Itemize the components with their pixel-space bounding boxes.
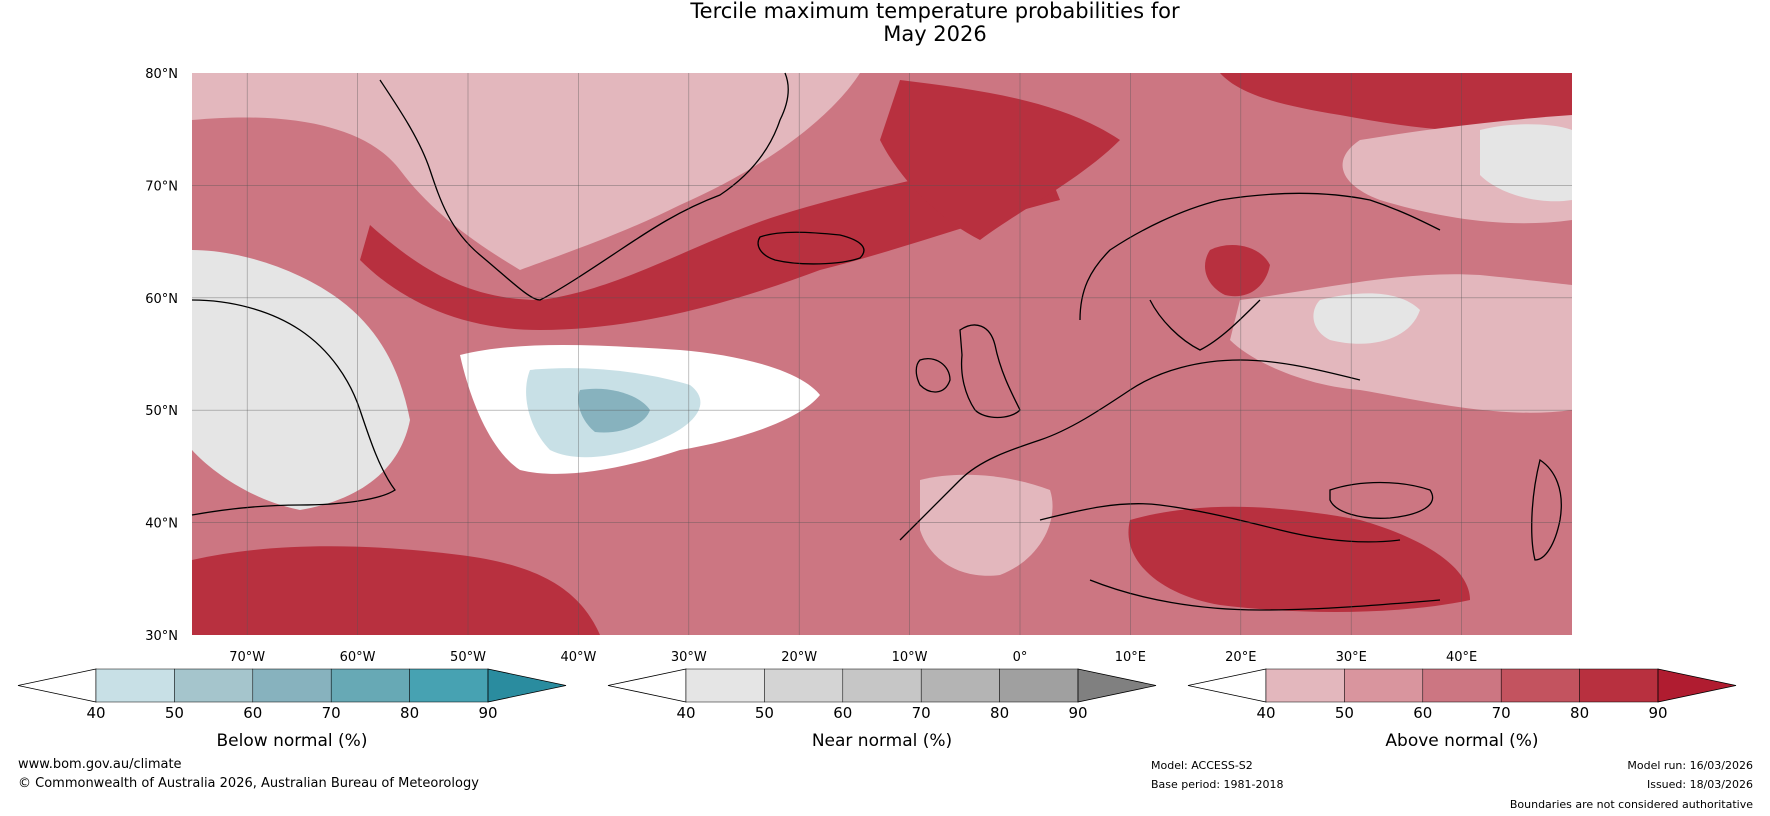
coastline-caspian <box>1531 458 1562 561</box>
lon-label: 30°W <box>671 650 707 665</box>
colorbar-segment <box>920 668 1000 703</box>
region-grey-labrador <box>192 250 410 510</box>
chart-title: Tercile maximum temperature probabilitie… <box>585 0 1285 46</box>
footer-copyright: © Commonwealth of Australia 2026, Austra… <box>18 776 479 791</box>
lon-label: 0° <box>1013 650 1028 665</box>
colorbar-segment <box>409 668 489 703</box>
colorbar-above-normal: 40 50 60 70 80 90 Above normal (%) <box>1187 668 1737 751</box>
lat-label: 50°N <box>145 404 178 419</box>
title-line-2: May 2026 <box>883 22 987 46</box>
region-light-iberia <box>920 474 1053 576</box>
coastline-greenland <box>379 72 789 301</box>
colorbar-tick-label: 40 <box>1256 704 1275 722</box>
coastline-europe <box>899 359 1361 541</box>
colorbar-tick-label: 90 <box>478 704 497 722</box>
colorbar-tick-label: 70 <box>912 704 931 722</box>
lon-label: 10°W <box>892 650 928 665</box>
probability-field <box>192 73 1572 635</box>
colorbar-extend-low <box>1187 668 1267 703</box>
colorbar-segment <box>764 668 844 703</box>
coastline-labrador <box>191 299 396 516</box>
footer-base-period: Base period: 1981-2018 <box>1151 778 1284 791</box>
coastline-scandinavia <box>1079 192 1441 351</box>
region-grey-arctic-east <box>1480 124 1572 202</box>
colorbar-segment <box>1265 668 1345 703</box>
colorbar-segment <box>1344 668 1424 703</box>
colorbar-title: Below normal (%) <box>217 731 368 751</box>
lon-label: 70°W <box>229 650 265 665</box>
lat-label: 80°N <box>145 67 178 82</box>
colorbar-segment <box>1579 668 1659 703</box>
colorbar-tick-label: 80 <box>400 704 419 722</box>
region-below-normal-60 <box>578 388 650 433</box>
colorbar-extend-high <box>1657 668 1737 703</box>
lon-label: 40°W <box>560 650 596 665</box>
coastline-iceland <box>757 231 865 265</box>
colorbar-segment <box>252 668 332 703</box>
footer-model: Model: ACCESS-S2 <box>1151 759 1253 772</box>
colorbar-tick-label: 60 <box>833 704 852 722</box>
lon-label: 60°W <box>340 650 376 665</box>
longitude-labels: 70°W 60°W 50°W 40°W 30°W 20°W 10°W 0° 10°E 20°E 30… <box>229 650 1477 665</box>
colorbar-segment <box>999 668 1079 703</box>
colorbar-title: Near normal (%) <box>812 731 952 751</box>
colorbar-segment <box>1422 668 1502 703</box>
region-dark-arctic-east <box>1220 73 1572 132</box>
colorbar-tick-label: 80 <box>1570 704 1589 722</box>
colorbar-tick-label: 50 <box>1335 704 1354 722</box>
lon-label: 30°E <box>1336 650 1367 665</box>
latitude-labels: 80°N 70°N 60°N 50°N 40°N 30°N <box>145 67 178 644</box>
colorbar-below-normal: 40 50 60 70 80 90 Below normal (%) <box>17 668 567 751</box>
colorbar-title: Above normal (%) <box>1385 731 1538 751</box>
colorbar-segment <box>1500 668 1580 703</box>
colorbar-extend-low <box>17 668 97 703</box>
region-dark-subtropical <box>192 546 600 635</box>
lat-label: 40°N <box>145 517 178 532</box>
colorbar-segment <box>330 668 410 703</box>
colorbar-tick-label: 70 <box>1492 704 1511 722</box>
colorbar-segment <box>685 668 765 703</box>
colorbar-tick-label: 60 <box>1413 704 1432 722</box>
colorbar-extend-low <box>607 668 687 703</box>
colorbar-tick-label: 60 <box>243 704 262 722</box>
colorbar-near-normal: 40 50 60 70 80 90 Near normal (%) <box>607 668 1157 751</box>
lon-label: 20°E <box>1225 650 1256 665</box>
region-dark-norwegian-sea <box>880 80 1120 240</box>
footer-website: www.bom.gov.au/climate <box>18 757 182 772</box>
colorbar-extend-high <box>487 668 567 703</box>
colorbar-tick-label: 70 <box>322 704 341 722</box>
colorbar-segment <box>842 668 922 703</box>
colorbar-extend-high <box>1077 668 1157 703</box>
colorbar-tick-label: 40 <box>676 704 695 722</box>
region-dark-band-greenland <box>360 150 1060 330</box>
lon-label: 10°E <box>1115 650 1146 665</box>
colorbar-tick-label: 50 <box>165 704 184 722</box>
title-line-1: Tercile maximum temperature probabilitie… <box>690 0 1180 23</box>
colorbar-segment <box>95 668 175 703</box>
colorbar-tick-label: 80 <box>990 704 1009 722</box>
coastlines <box>191 72 1562 611</box>
footer-model-run: Model run: 16/03/2026 <box>1627 759 1753 772</box>
graticule <box>192 73 1572 635</box>
lon-label: 20°W <box>781 650 817 665</box>
colorbar-tick-label: 40 <box>86 704 105 722</box>
footer-disclaimer: Boundaries are not considered authoritat… <box>1509 798 1753 811</box>
colorbar-tick-label: 90 <box>1068 704 1087 722</box>
footer-issued: Issued: 18/03/2026 <box>1646 778 1753 791</box>
lat-label: 30°N <box>145 629 178 644</box>
coastline-black-sea <box>1329 481 1434 519</box>
lat-label: 70°N <box>145 179 178 194</box>
colorbar-tick-label: 50 <box>755 704 774 722</box>
lon-label: 40°E <box>1446 650 1477 665</box>
lon-label: 50°W <box>450 650 486 665</box>
region-grey-russia <box>1313 293 1420 344</box>
lat-label: 60°N <box>145 292 178 307</box>
region-dark-scandinavia <box>1205 245 1270 297</box>
colorbar-tick-label: 90 <box>1648 704 1667 722</box>
region-light-greenland <box>192 73 860 270</box>
coastline-mediterranean <box>1039 503 1441 611</box>
region-dark-mediterranean <box>1128 506 1470 612</box>
colorbar-segment <box>174 668 254 703</box>
